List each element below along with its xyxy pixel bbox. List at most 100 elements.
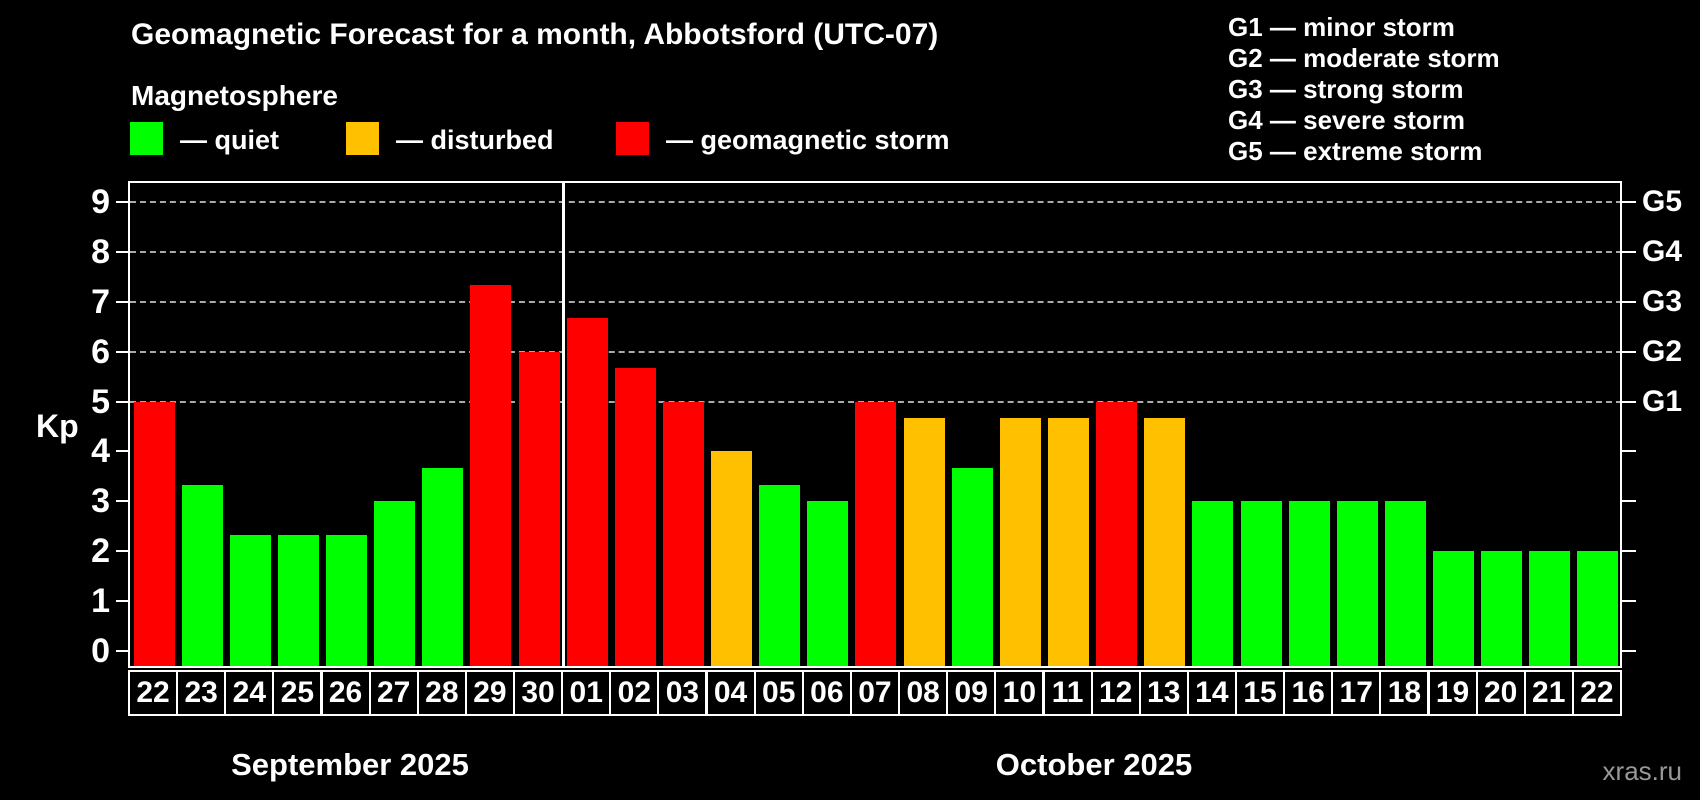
- y-tick-left-7: [116, 300, 130, 303]
- day-cell-18: 18: [1379, 670, 1430, 716]
- bar-day-16: [1288, 501, 1330, 666]
- bar-day-07: [855, 401, 897, 666]
- legend-swatch-disturbed: [346, 122, 379, 155]
- bar-day-18: [1384, 501, 1426, 666]
- storm-scale-legend: G1 — minor storm G2 — moderate storm G3 …: [1228, 12, 1500, 167]
- day-cell-19: 19: [1427, 670, 1478, 716]
- bar-day-02: [614, 368, 656, 666]
- bar-day-17: [1336, 501, 1378, 666]
- legend-swatch-storm: [616, 122, 649, 155]
- plot-border: [128, 181, 1622, 668]
- bar-day-20: [1481, 551, 1523, 666]
- day-cell-22: 22: [128, 670, 179, 716]
- y-tick-right-1: [1622, 600, 1636, 603]
- y-tick-left-1: [116, 600, 130, 603]
- y-tick-label-4: 4: [91, 432, 110, 471]
- y-tick-left-4: [116, 450, 130, 453]
- y-tick-right-5: [1622, 400, 1636, 403]
- g-scale-label-g1: G1: [1642, 384, 1683, 418]
- day-cell-07: 07: [849, 670, 900, 716]
- storm-scale-item-g3: G3 — strong storm: [1228, 74, 1464, 104]
- bar-day-21: [1529, 551, 1571, 666]
- legend-label-disturbed: — disturbed: [396, 125, 554, 155]
- y-tick-left-0: [116, 650, 130, 652]
- day-cell-13: 13: [1138, 670, 1189, 716]
- day-cell-05: 05: [753, 670, 804, 716]
- day-cell-17: 17: [1331, 670, 1382, 716]
- day-cell-30: 30: [513, 670, 564, 716]
- bar-day-10: [999, 418, 1041, 666]
- day-cell-23: 23: [176, 670, 227, 716]
- bar-day-24: [229, 534, 271, 666]
- y-tick-label-6: 6: [91, 332, 110, 371]
- g-scale-label-g3: G3: [1642, 284, 1683, 318]
- g-scale-label-g4: G4: [1642, 234, 1683, 268]
- y-tick-left-8: [116, 250, 130, 253]
- g-scale-label-g5: G5: [1642, 184, 1683, 218]
- y-tick-label-8: 8: [91, 232, 110, 271]
- gridline-kp6: [130, 350, 1622, 353]
- y-tick-left-6: [116, 350, 130, 353]
- chart-subtitle: Magnetosphere: [131, 80, 338, 111]
- y-tick-label-5: 5: [91, 382, 110, 421]
- y-tick-left-5: [116, 400, 130, 403]
- y-tick-label-7: 7: [91, 282, 110, 321]
- day-cell-24: 24: [224, 670, 275, 716]
- day-cell-22: 22: [1571, 670, 1622, 716]
- legend-label-storm: — geomagnetic storm: [666, 125, 950, 155]
- bar-day-25: [277, 534, 319, 666]
- storm-scale-item-g5: G5 — extreme storm: [1228, 136, 1483, 166]
- month-separator: [561, 183, 565, 668]
- bar-day-22: [1577, 551, 1619, 666]
- bar-day-15: [1240, 501, 1282, 666]
- y-tick-right-8: [1622, 250, 1636, 253]
- y-tick-label-9: 9: [91, 182, 110, 221]
- y-tick-label-0: 0: [91, 632, 110, 670]
- day-cell-03: 03: [657, 670, 708, 716]
- bar-day-27: [374, 501, 416, 666]
- bar-day-23: [181, 484, 223, 666]
- y-tick-left-2: [116, 550, 130, 553]
- day-cell-15: 15: [1235, 670, 1286, 716]
- legend-label-quiet: — quiet: [180, 125, 279, 155]
- y-tick-label-1: 1: [91, 582, 110, 621]
- day-cell-27: 27: [368, 670, 419, 716]
- bar-day-14: [1192, 501, 1234, 666]
- gridline-kp7: [130, 300, 1622, 303]
- day-cell-29: 29: [464, 670, 515, 716]
- day-cell-25: 25: [272, 670, 323, 716]
- bar-day-06: [807, 501, 849, 666]
- bar-day-09: [951, 467, 993, 666]
- watermark: xras.ru: [1602, 756, 1682, 786]
- bar-day-08: [903, 418, 945, 666]
- month-label-october: October 2025: [995, 747, 1193, 782]
- bar-day-12: [1096, 401, 1138, 666]
- y-tick-right-9: [1622, 200, 1636, 203]
- day-cell-11: 11: [1042, 670, 1093, 716]
- y-tick-right-3: [1622, 500, 1636, 503]
- y-tick-left-3: [116, 500, 130, 503]
- page-title: Geomagnetic Forecast for a month, Abbots…: [131, 18, 939, 51]
- day-cell-26: 26: [320, 670, 371, 716]
- bar-day-11: [1048, 418, 1090, 666]
- day-cell-16: 16: [1283, 670, 1334, 716]
- bar-day-04: [711, 451, 753, 666]
- bar-day-01: [566, 318, 608, 666]
- day-cell-14: 14: [1186, 670, 1237, 716]
- day-cell-06: 06: [801, 670, 852, 716]
- bar-day-28: [422, 467, 464, 666]
- g-scale-label-g2: G2: [1642, 334, 1683, 368]
- month-label-september: September 2025: [231, 747, 469, 782]
- y-axis-title: Kp: [36, 408, 79, 444]
- storm-scale-item-g1: G1 — minor storm: [1228, 12, 1455, 42]
- y-tick-right-7: [1622, 300, 1636, 303]
- day-cell-12: 12: [1090, 670, 1141, 716]
- bar-day-22: [133, 401, 175, 666]
- y-tick-left-9: [116, 200, 130, 203]
- bar-day-30: [518, 351, 560, 666]
- y-tick-right-2: [1622, 550, 1636, 553]
- day-cell-21: 21: [1523, 670, 1574, 716]
- storm-scale-item-g2: G2 — moderate storm: [1228, 43, 1500, 73]
- y-tick-label-2: 2: [91, 532, 110, 571]
